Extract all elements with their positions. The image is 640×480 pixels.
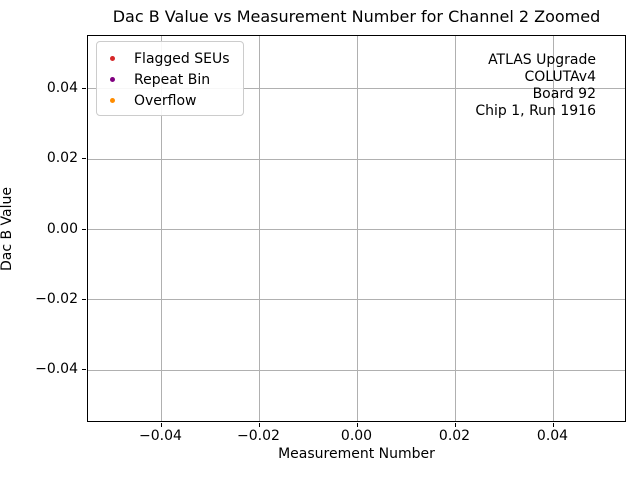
x-tick-mark [160,423,162,427]
y-tick-label: 0.04 [46,79,78,96]
y-tick-mark [82,298,86,300]
legend-item-repeat-bin: Repeat Bin [97,69,243,90]
annotation-line: ATLAS Upgrade [488,52,596,68]
y-tick-mark [82,369,86,371]
x-tick-label: −0.04 [139,428,182,444]
gridline-vertical [553,36,554,421]
overflow-marker-icon [110,98,115,103]
repeat-bin-marker-icon [110,77,115,82]
chart-title: Dac B Value vs Measurement Number for Ch… [112,7,601,26]
y-axis-label: Dac B Value [0,187,15,272]
gridline-vertical [161,36,162,421]
legend-label: Overflow [134,92,197,109]
y-tick-label: −0.04 [35,361,78,378]
gridline-vertical [455,36,456,421]
y-tick-label: 0.02 [46,150,78,167]
legend: Flagged SEUs Repeat Bin Overflow [96,41,244,116]
x-tick-label: −0.02 [237,428,280,444]
annotation-line: Chip 1, Run 1916 [475,103,596,119]
annotation-line: COLUTAv4 [524,69,596,85]
x-tick-mark [356,423,358,427]
legend-label: Flagged SEUs [134,50,230,67]
gridline-horizontal [88,369,625,371]
gridline-vertical [259,36,260,421]
annotation-block: ATLAS Upgrade COLUTAv4 Board 92 Chip 1, … [475,52,596,120]
gridline-horizontal [88,229,625,230]
x-tick-label: 0.02 [438,428,471,444]
legend-item-flagged-seus: Flagged SEUs [97,48,243,69]
x-tick-mark [454,423,456,427]
y-tick-label: −0.02 [35,290,78,307]
gridline-horizontal [88,299,625,301]
plot-area: Flagged SEUs Repeat Bin Overflow ATLAS U… [87,35,626,422]
x-axis-label: Measurement Number [278,446,435,462]
y-tick-mark [82,87,86,89]
legend-label: Repeat Bin [134,71,211,88]
gridline-vertical [357,36,358,421]
y-tick-mark [82,158,86,160]
legend-item-overflow: Overflow [97,90,243,111]
y-tick-label: 0.00 [46,220,78,237]
gridline-horizontal [88,158,625,160]
annotation-line: Board 92 [532,86,596,102]
x-tick-label: 0.00 [340,428,373,444]
gridline-horizontal [88,88,625,90]
x-tick-label: 0.04 [536,428,569,444]
y-tick-mark [82,228,86,230]
flagged-seus-marker-icon [110,56,115,61]
x-tick-mark [552,423,554,427]
x-tick-mark [258,423,260,427]
